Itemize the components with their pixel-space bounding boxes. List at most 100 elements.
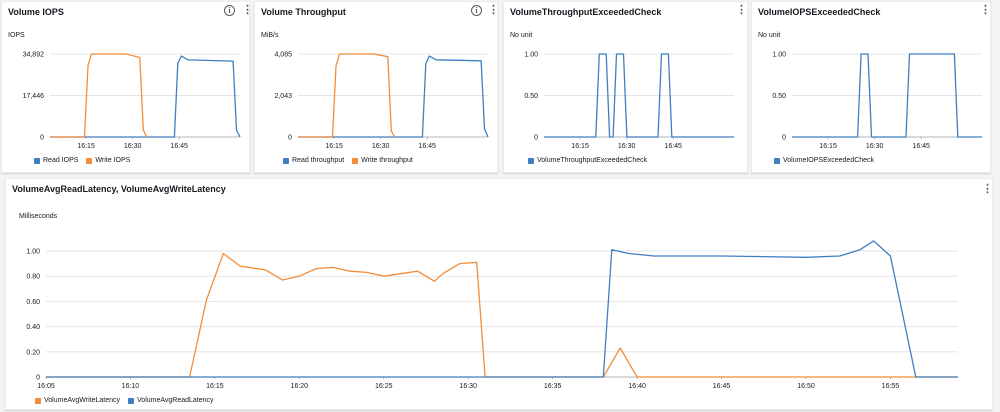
y-axis-unit: No unit [510, 32, 533, 39]
x-tick-label: 16:35 [544, 383, 562, 390]
widget-title: Volume IOPS [8, 7, 64, 17]
legend-item-read-iops[interactable]: Read IOPS [34, 157, 78, 164]
legend-item-read-throughput[interactable]: Read throughput [283, 157, 344, 164]
throughput-exceeded-check-widget: VolumeThroughputExceededCheck ⋮ No unit … [503, 1, 748, 173]
legend-item-throughput-exceeded[interactable]: VolumeThroughputExceededCheck [528, 157, 647, 164]
chart-legend: VolumeAvgWriteLatency VolumeAvgReadLaten… [35, 397, 214, 404]
legend-label: Read throughput [292, 157, 345, 164]
info-icon[interactable]: i [471, 5, 482, 16]
y-tick-label: 0 [288, 135, 292, 142]
legend-swatch [774, 157, 780, 164]
info-icon[interactable]: i [224, 5, 235, 16]
legend-item-iops-exceeded[interactable]: VolumeIOPSExceededCheck [774, 157, 874, 164]
x-tick-label: 16:15 [819, 143, 837, 150]
legend-label: Write throughput [361, 157, 413, 164]
y-axis-unit: No unit [758, 32, 781, 39]
series-line-write-iops [50, 53, 148, 138]
throughput-exceeded-chart: 0 0.50 1.00 16:15 16:30 16:45 [524, 52, 734, 150]
x-tick-label: 16:20 [291, 383, 309, 390]
legend-label: VolumeThroughputExceededCheck [537, 157, 648, 164]
x-tick-label: 16:45 [664, 143, 682, 150]
y-tick-label: 17,446 [23, 93, 45, 100]
chart-legend: Read throughput Write throughput [283, 157, 413, 164]
more-options-icon[interactable]: ⋮ [488, 4, 499, 16]
x-tick-label: 16:45 [418, 143, 436, 150]
widget-title: VolumeAvgReadLatency, VolumeAvgWriteLate… [12, 184, 226, 194]
volume-iops-widget: Volume IOPS i ⋮ IOPS 0 17,446 34,892 16:15 1… [1, 1, 253, 173]
x-tick-label: 16:40 [628, 383, 646, 390]
y-tick-label: 0.80 [26, 274, 40, 281]
y-tick-label: 0.60 [26, 299, 40, 306]
widget-title: VolumeIOPSExceededCheck [758, 7, 881, 17]
x-tick-label: 16:15 [77, 143, 95, 150]
legend-item-read-latency[interactable]: VolumeAvgReadLatency [128, 397, 214, 404]
x-tick-label: 16:55 [882, 383, 900, 390]
legend-swatch [35, 397, 41, 404]
legend-swatch [128, 397, 135, 404]
y-tick-label: 0.40 [26, 324, 40, 331]
x-tick-label: 16:25 [375, 383, 393, 390]
x-tick-label: 16:45 [912, 143, 930, 150]
more-options-icon[interactable]: ⋮ [242, 4, 253, 16]
series-line-volumeavgwritelatency [46, 252, 958, 378]
series-line-volumethroughputexceededcheck [544, 53, 734, 138]
iops-exceeded-chart: 0 0.50 1.00 16:15 16:30 16:45 [772, 52, 982, 150]
x-tick-label: 16:30 [618, 143, 636, 150]
series-line-volumeavgreadlatency [46, 240, 958, 378]
y-tick-label: 0 [534, 135, 538, 142]
y-tick-label: 0 [782, 135, 786, 142]
x-tick-label: 16:30 [372, 143, 390, 150]
x-tick-label: 16:50 [797, 383, 815, 390]
y-tick-label: 2,043 [274, 93, 292, 100]
y-tick-label: 0.20 [26, 349, 40, 356]
chart-legend: Read IOPS Write IOPS [34, 157, 130, 164]
x-tick-label: 16:10 [122, 383, 140, 390]
legend-label: VolumeIOPSExceededCheck [783, 157, 875, 164]
legend-item-write-iops[interactable]: Write IOPS [86, 157, 130, 164]
throughput-chart: 0 2,043 4,085 16:15 16:30 16:45 [274, 52, 489, 150]
y-tick-label: 1.00 [772, 52, 786, 59]
y-axis-unit: MiB/s [261, 32, 279, 39]
x-tick-label: 16:15 [571, 143, 589, 150]
y-tick-label: 1.00 [524, 52, 538, 59]
latency-chart: 0 0.20 0.40 0.60 0.80 1.00 16:05 16:10 16:15 16:2… [26, 240, 958, 390]
x-tick-label: 16:30 [124, 143, 142, 150]
legend-swatch [86, 157, 93, 164]
x-tick-label: 16:30 [459, 383, 477, 390]
chart-legend: VolumeIOPSExceededCheck [774, 157, 874, 164]
y-tick-label: 0.50 [524, 93, 538, 100]
x-tick-label: 16:45 [713, 383, 731, 390]
series-line-read-iops [50, 55, 241, 138]
y-tick-label: 0.50 [772, 93, 786, 100]
more-options-icon[interactable]: ⋮ [982, 183, 993, 195]
iops-exceeded-check-widget: VolumeIOPSExceededCheck ⋮ No unit 0 0.50 1… [751, 1, 991, 173]
chart-legend: VolumeThroughputExceededCheck [528, 157, 647, 164]
x-tick-label: 16:45 [170, 143, 188, 150]
x-tick-label: 16:15 [206, 383, 224, 390]
legend-label: VolumeAvgWriteLatency [44, 397, 121, 404]
y-axis-unit: Milliseconds [19, 213, 58, 220]
y-axis-unit: IOPS [8, 32, 25, 39]
more-options-icon[interactable]: ⋮ [736, 4, 747, 16]
series-line-read-throughput [298, 55, 489, 138]
x-tick-label: 16:30 [866, 143, 884, 150]
series-line-write-throughput [298, 53, 396, 138]
legend-swatch [528, 157, 534, 164]
legend-item-write-throughput[interactable]: Write throughput [352, 157, 413, 164]
y-tick-label: 0 [40, 135, 44, 142]
x-tick-label: 16:15 [325, 143, 343, 150]
iops-chart: 0 17,446 34,892 16:15 16:30 16:45 [23, 52, 241, 150]
more-options-icon[interactable]: ⋮ [980, 4, 991, 16]
legend-label: Read IOPS [43, 157, 79, 164]
latency-widget: VolumeAvgReadLatency, VolumeAvgWriteLate… [5, 178, 993, 410]
y-tick-label: 0 [36, 375, 40, 382]
legend-swatch [283, 157, 289, 164]
legend-item-write-latency[interactable]: VolumeAvgWriteLatency [35, 397, 120, 404]
volume-throughput-widget: Volume Throughput i ⋮ MiB/s 0 2,043 4,085 1… [254, 1, 499, 173]
widget-title: VolumeThroughputExceededCheck [510, 7, 662, 17]
y-tick-label: 4,085 [274, 52, 292, 59]
y-tick-label: 34,892 [23, 52, 45, 59]
legend-label: VolumeAvgReadLatency [137, 397, 214, 404]
legend-swatch [34, 157, 40, 164]
x-tick-label: 16:05 [37, 383, 55, 390]
